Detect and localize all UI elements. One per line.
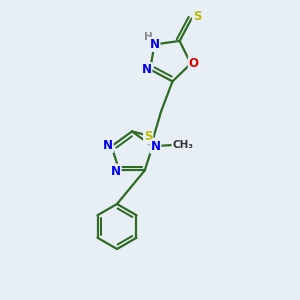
Text: S: S bbox=[144, 130, 152, 143]
Text: CH₃: CH₃ bbox=[172, 140, 193, 150]
Text: O: O bbox=[189, 57, 199, 70]
Text: N: N bbox=[142, 63, 152, 76]
Text: N: N bbox=[103, 139, 113, 152]
Text: N: N bbox=[111, 165, 121, 178]
Text: H: H bbox=[143, 32, 152, 42]
Text: S: S bbox=[193, 11, 201, 23]
Text: N: N bbox=[149, 38, 160, 51]
Text: N: N bbox=[151, 140, 160, 153]
